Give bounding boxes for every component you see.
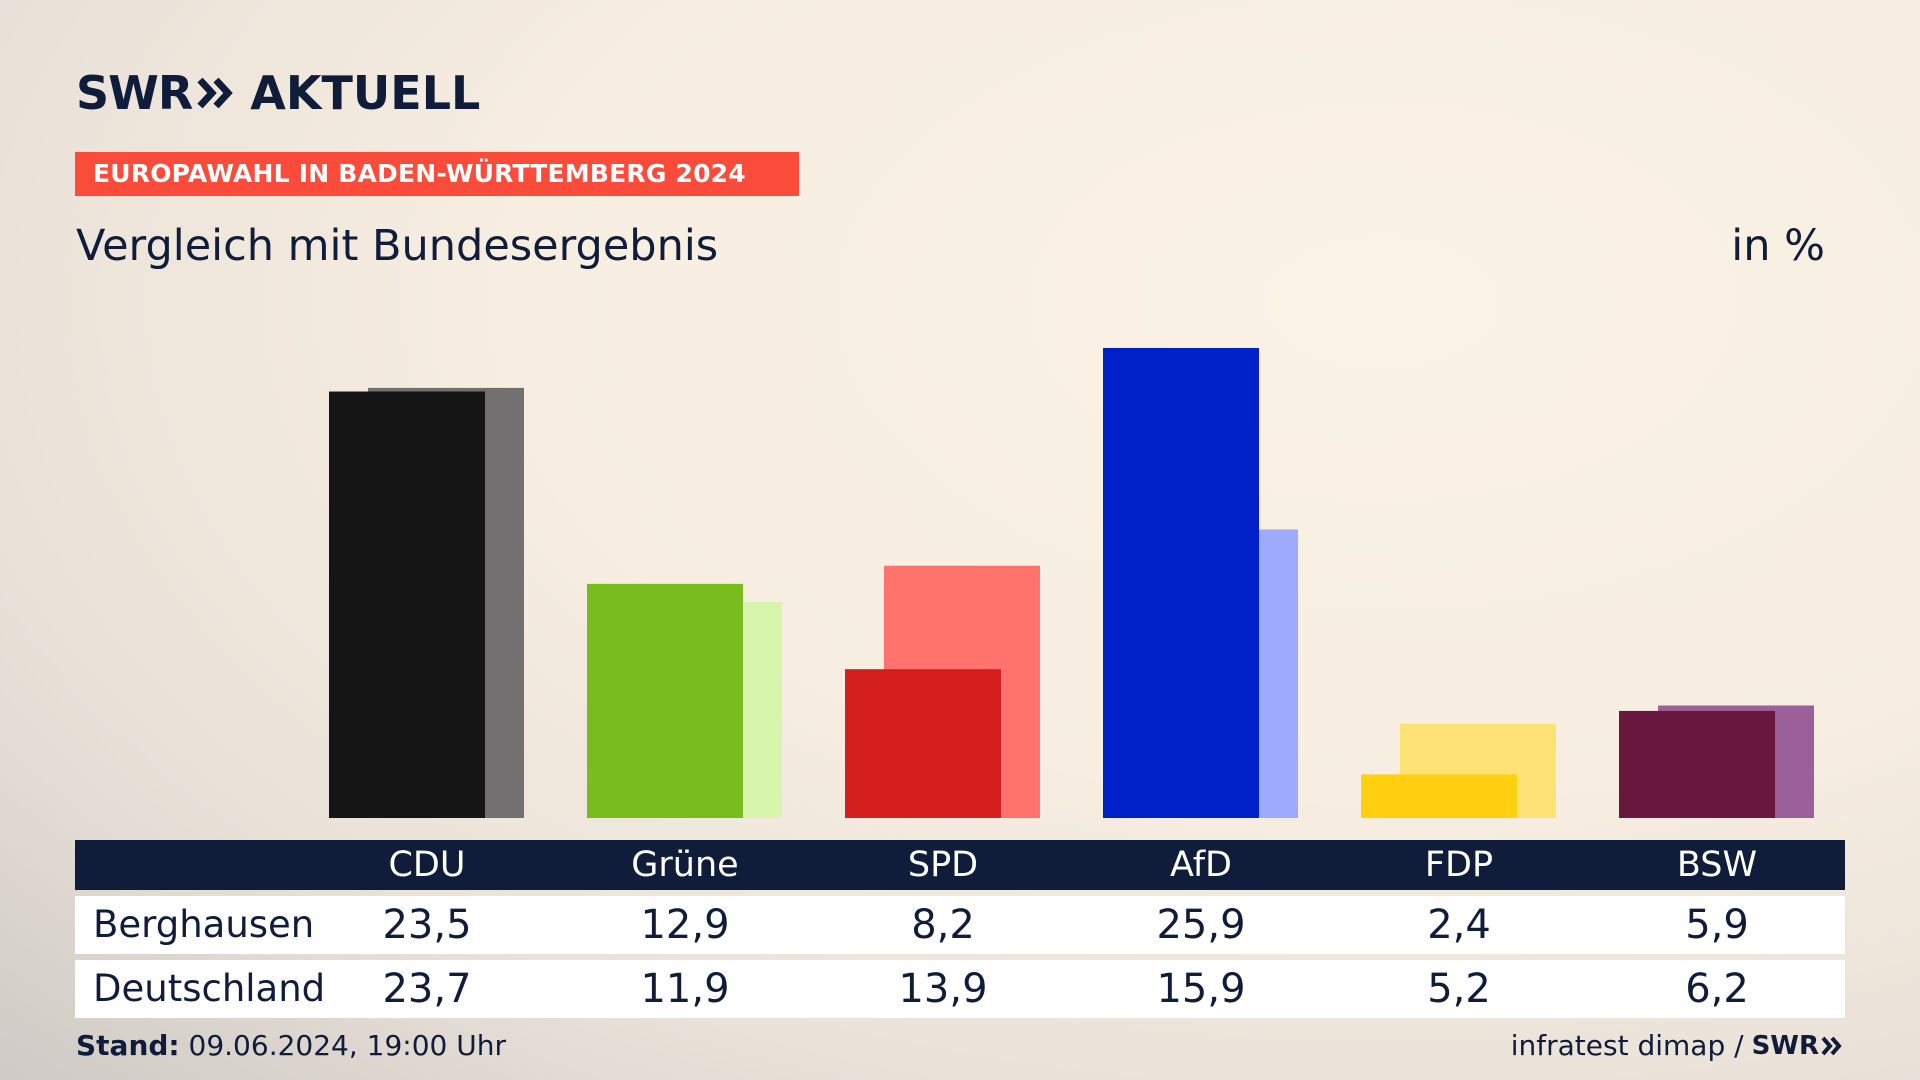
value-cell-deutschland-1: 11,9 bbox=[640, 966, 730, 1012]
row-label-berghausen: Berghausen bbox=[93, 903, 315, 946]
column-header-5: BSW bbox=[1676, 845, 1758, 885]
column-header-4: FDP bbox=[1424, 845, 1494, 885]
value-cell-berghausen-0: 23,5 bbox=[382, 902, 472, 948]
timestamp: Stand: 09.06.2024, 19:00 Uhr bbox=[76, 1028, 506, 1064]
bar-chart bbox=[329, 347, 1814, 818]
logo-aktuell-text: AKTUELL bbox=[250, 66, 481, 120]
swr-aktuell-logo: SWR AKTUELL bbox=[76, 66, 480, 120]
value-cell-deutschland-2: 13,9 bbox=[898, 966, 988, 1012]
value-cell-berghausen-4: 2,4 bbox=[1427, 902, 1491, 948]
source-credit: infratest dimap / SWR bbox=[1511, 1028, 1843, 1064]
value-cell-berghausen-1: 12,9 bbox=[640, 902, 730, 948]
logo-swr-text: SWR bbox=[76, 66, 193, 120]
column-header-3: AfD bbox=[1170, 845, 1232, 885]
double-chevron-icon bbox=[197, 77, 234, 109]
chart-subtitle: Vergleich mit Bundesergebnis bbox=[76, 221, 719, 271]
value-cell-deutschland-3: 15,9 bbox=[1156, 966, 1246, 1012]
stand-label: Stand: bbox=[76, 1029, 180, 1062]
value-cell-deutschland-4: 5,2 bbox=[1427, 966, 1491, 1012]
unit-label: in % bbox=[1731, 221, 1825, 271]
bar-berghausen-1 bbox=[587, 583, 743, 818]
bar-berghausen-0 bbox=[329, 391, 485, 818]
column-header-1: Grüne bbox=[631, 845, 739, 885]
value-cell-berghausen-2: 8,2 bbox=[911, 902, 975, 948]
source-logo-swr: SWR bbox=[1751, 1031, 1819, 1061]
source-text: infratest dimap / bbox=[1510, 1029, 1744, 1062]
value-cell-deutschland-5: 6,2 bbox=[1685, 966, 1749, 1012]
small-double-chevron-icon bbox=[1821, 1036, 1842, 1056]
table-row-berghausen: Berghausen 23,5 12,9 8,2 25,9 2,4 5,9 bbox=[75, 896, 1845, 954]
column-header-2: SPD bbox=[907, 845, 979, 885]
bar-berghausen-3 bbox=[1103, 347, 1259, 818]
column-header-0: CDU bbox=[388, 845, 466, 885]
value-cell-berghausen-5: 5,9 bbox=[1685, 902, 1749, 948]
value-cell-deutschland-0: 23,7 bbox=[382, 966, 472, 1012]
results-table: CDU Grüne SPD AfD FDP BSW Berghausen 23,5 12,9… bbox=[75, 840, 1845, 1018]
stand-value: 09.06.2024, 19:00 Uhr bbox=[188, 1029, 506, 1062]
bar-berghausen-4 bbox=[1361, 774, 1517, 818]
bar-berghausen-5 bbox=[1619, 710, 1775, 818]
value-cell-berghausen-3: 25,9 bbox=[1156, 902, 1246, 948]
bar-berghausen-2 bbox=[845, 669, 1001, 818]
table-row-deutschland: Deutschland 23,7 11,9 13,9 15,9 5,2 6,2 bbox=[75, 960, 1845, 1018]
election-banner: EUROPAWAHL IN BADEN-WÜRTTEMBERG 2024 bbox=[75, 152, 799, 196]
row-label-deutschland: Deutschland bbox=[93, 967, 326, 1010]
table-header: CDU Grüne SPD AfD FDP BSW bbox=[75, 840, 1845, 890]
